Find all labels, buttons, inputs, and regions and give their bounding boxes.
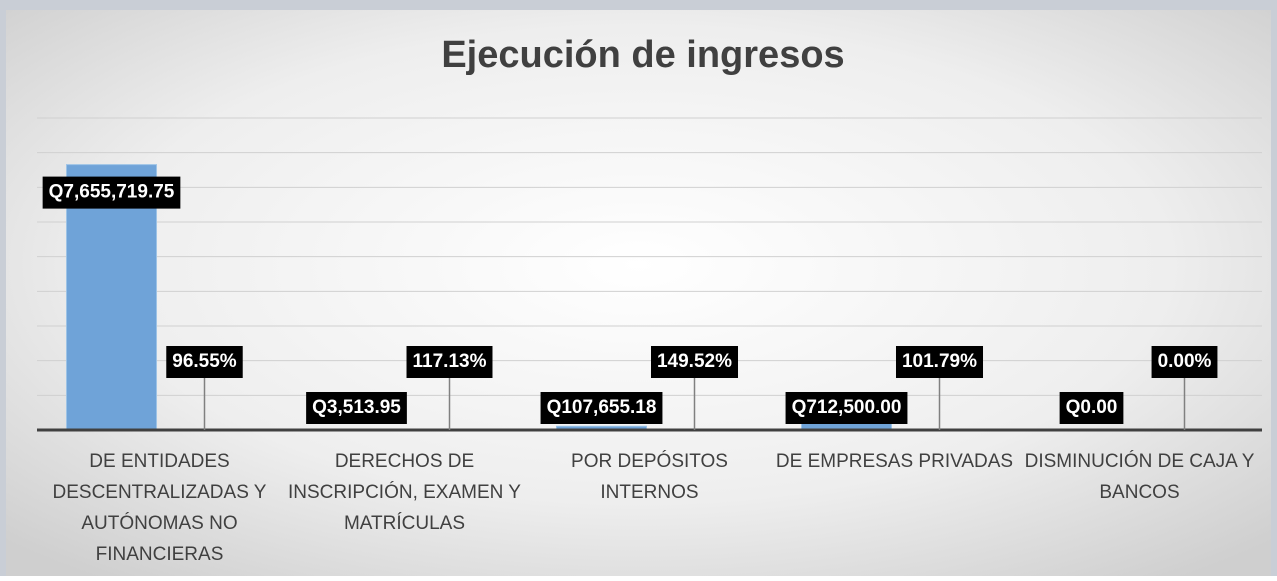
data-label: 101.79% — [902, 351, 977, 372]
label-line: INSCRIPCIÓN, EXAMEN Y — [288, 481, 521, 503]
label-line: DE ENTIDADES — [89, 451, 229, 472]
data-label: Q3,513.95 — [312, 397, 401, 418]
label-line: MATRÍCULAS — [344, 513, 465, 534]
data-label: Q712,500.00 — [792, 397, 902, 418]
data-label: Q7,655,719.75 — [49, 182, 175, 203]
label-line: AUTÓNOMAS NO — [81, 512, 237, 534]
x-tick-label: DE EMPRESAS PRIVADAS — [776, 451, 1013, 472]
label-line: DESCENTRALIZADAS Y — [53, 482, 267, 503]
chart-title: Ejecución de ingresos — [441, 34, 844, 76]
data-label: 96.55% — [172, 351, 237, 372]
label-line: INTERNOS — [600, 482, 698, 503]
label-line: DISMINUCIÓN DE CAJA Y — [1025, 450, 1255, 472]
label-line: FINANCIERAS — [96, 544, 224, 565]
label-line: POR DEPÓSITOS — [571, 450, 728, 472]
data-label: 117.13% — [413, 351, 487, 372]
data-label: 0.00% — [1158, 351, 1212, 372]
label-line: BANCOS — [1099, 482, 1179, 503]
data-label: Q0.00 — [1066, 397, 1118, 418]
data-label: Q107,655.18 — [547, 397, 657, 418]
label-line: DERECHOS DE — [335, 451, 474, 472]
data-label: 149.52% — [657, 351, 732, 372]
label-line: DE EMPRESAS PRIVADAS — [776, 451, 1013, 472]
